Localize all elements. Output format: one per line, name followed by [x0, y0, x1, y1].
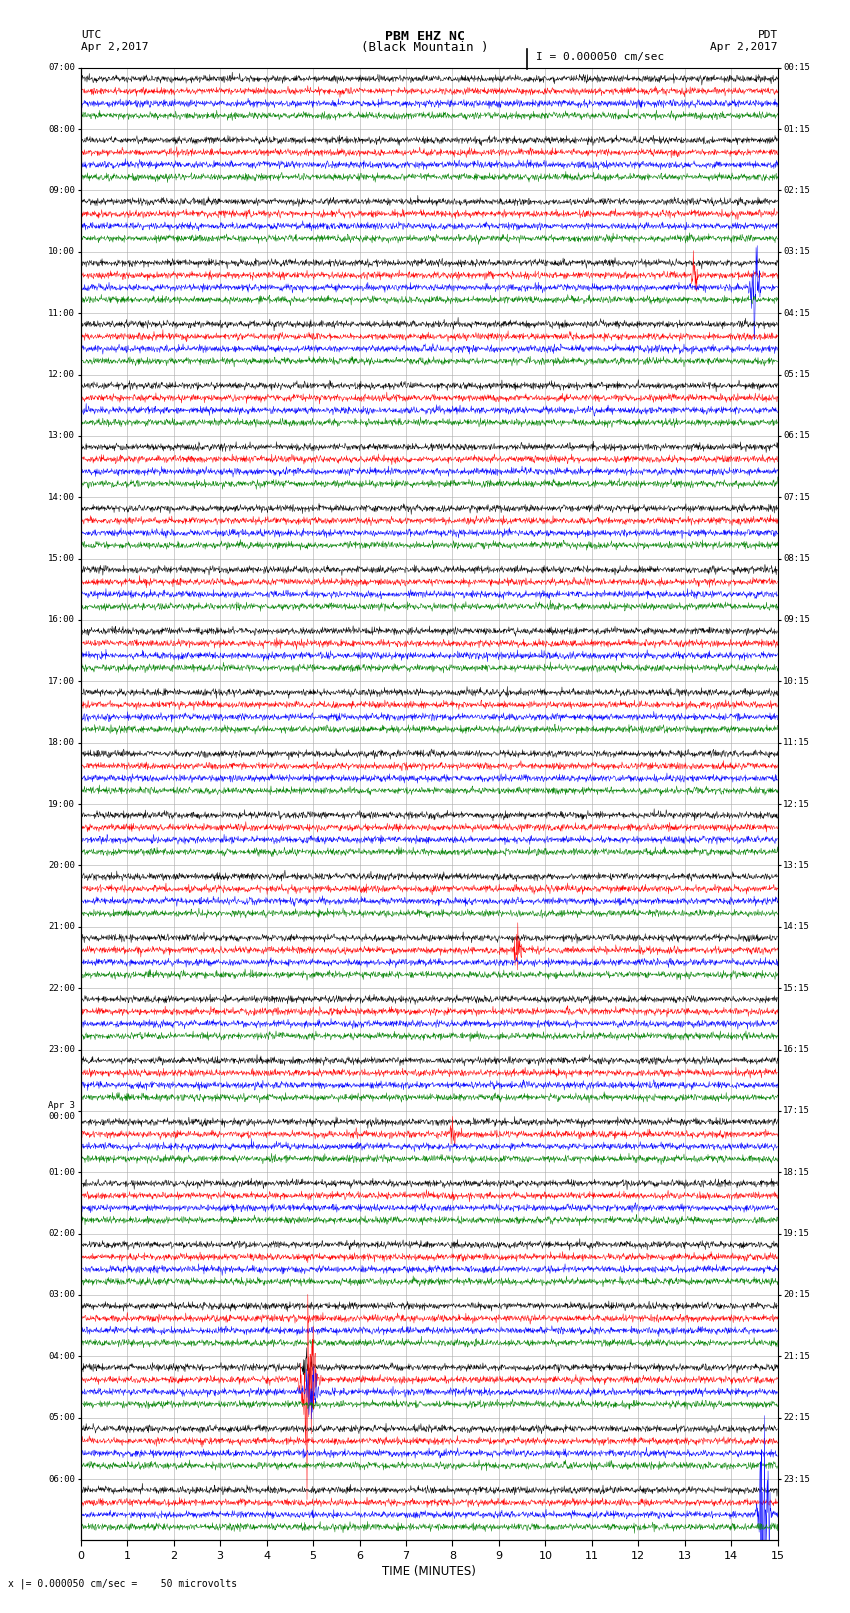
Text: x |= 0.000050 cm/sec =    50 microvolts: x |= 0.000050 cm/sec = 50 microvolts [8, 1578, 238, 1589]
Text: PDT: PDT [757, 31, 778, 40]
Text: Apr 2,2017: Apr 2,2017 [711, 42, 778, 52]
Text: Apr 2,2017: Apr 2,2017 [81, 42, 148, 52]
Text: (Black Mountain ): (Black Mountain ) [361, 40, 489, 53]
Text: PBM EHZ NC: PBM EHZ NC [385, 29, 465, 44]
Text: I = 0.000050 cm/sec: I = 0.000050 cm/sec [536, 52, 664, 63]
Text: UTC: UTC [81, 31, 101, 40]
X-axis label: TIME (MINUTES): TIME (MINUTES) [382, 1565, 476, 1578]
